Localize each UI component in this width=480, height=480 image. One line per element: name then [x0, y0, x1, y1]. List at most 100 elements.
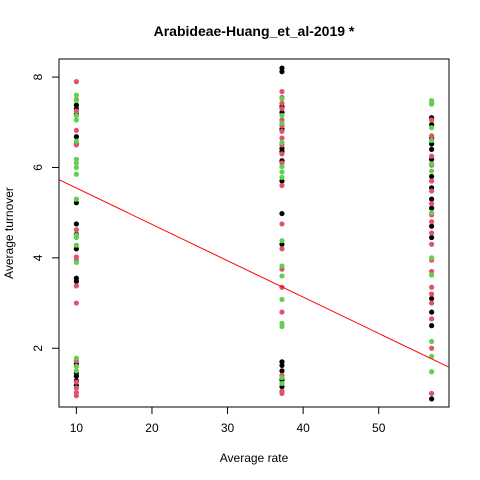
- y-tick-label: 2: [31, 345, 45, 352]
- data-point: [429, 345, 435, 351]
- data-point: [429, 219, 435, 225]
- x-tick-label: 50: [372, 421, 386, 435]
- data-point: [279, 263, 285, 269]
- data-point: [279, 120, 285, 126]
- data-point: [429, 178, 435, 184]
- data-point: [73, 246, 79, 252]
- data-point: [279, 88, 285, 95]
- data-point: [429, 196, 435, 202]
- data-point: [429, 125, 435, 131]
- data-point: [429, 300, 435, 306]
- data-point: [73, 373, 79, 379]
- data-point: [73, 97, 79, 104]
- data-point: [279, 169, 285, 175]
- data-point: [429, 173, 435, 180]
- y-tick-label: 6: [31, 164, 45, 171]
- data-point: [73, 393, 79, 399]
- data-point: [279, 309, 285, 315]
- y-tick-label: 8: [31, 73, 45, 80]
- data-point: [73, 242, 79, 248]
- data-point: [279, 359, 285, 365]
- data-point: [429, 369, 435, 375]
- data-point: [429, 284, 435, 290]
- data-point: [429, 390, 435, 397]
- data-point: [429, 338, 435, 345]
- data-point: [279, 140, 285, 146]
- data-point: [279, 69, 285, 75]
- data-point: [73, 160, 79, 166]
- data-point: [73, 385, 79, 391]
- data-point: [279, 390, 285, 397]
- y-tick-label: 4: [31, 254, 45, 261]
- data-point: [73, 300, 79, 306]
- data-point: [429, 295, 435, 302]
- data-point: [73, 196, 79, 202]
- data-point: [73, 112, 79, 119]
- data-point: [279, 96, 285, 102]
- data-point: [279, 106, 285, 112]
- data-point: [279, 246, 285, 252]
- chart-title: Arabideae-Huang_et_al-2019 *: [154, 23, 355, 39]
- y-axis-label: Average turnover: [2, 187, 16, 279]
- data-point: [279, 221, 285, 227]
- data-point: [73, 355, 79, 361]
- data-point: [279, 112, 285, 119]
- data-point: [429, 291, 435, 297]
- data-point: [73, 171, 79, 177]
- data-point: [429, 141, 435, 147]
- data-point: [73, 92, 79, 98]
- data-point: [429, 97, 435, 104]
- data-point: [429, 146, 435, 152]
- data-point: [73, 117, 79, 123]
- data-point: [429, 101, 435, 107]
- x-axis-label: Average rate: [220, 451, 289, 465]
- data-point: [73, 283, 79, 289]
- data-point: [279, 380, 285, 387]
- data-point: [429, 137, 435, 143]
- data-point: [279, 182, 285, 189]
- data-point: [279, 163, 285, 170]
- data-point: [279, 135, 285, 141]
- data-point: [73, 134, 79, 140]
- data-point: [429, 153, 435, 159]
- y-axis: 2 4 6 8: [31, 73, 60, 352]
- data-point: [73, 221, 79, 227]
- data-point: [279, 128, 285, 134]
- data-point: [279, 238, 285, 244]
- data-point: [73, 79, 79, 85]
- data-point: [73, 156, 79, 162]
- data-point: [279, 210, 285, 217]
- data-point: [429, 210, 435, 216]
- data-point: [73, 108, 79, 114]
- data-point: [279, 151, 285, 157]
- data-point: [429, 268, 435, 275]
- x-axis: 10 20 30 40 50: [70, 406, 386, 435]
- regression-line: [58, 179, 450, 368]
- data-point: [429, 223, 435, 229]
- data-point: [279, 375, 285, 381]
- x-tick-label: 10: [70, 421, 84, 435]
- data-point: [279, 174, 285, 181]
- data-point: [429, 396, 435, 402]
- data-point: [279, 178, 285, 184]
- data-point: [429, 133, 435, 139]
- data-point: [429, 168, 435, 174]
- data-point: [279, 273, 285, 279]
- data-point: [73, 200, 79, 206]
- data-point: [429, 161, 435, 167]
- x-tick-label: 20: [145, 421, 159, 435]
- data-point: [73, 234, 79, 241]
- data-point: [429, 353, 435, 359]
- data-point: [73, 227, 79, 233]
- x-tick-label: 40: [296, 421, 310, 435]
- data-point: [429, 201, 435, 207]
- data-point: [73, 127, 79, 134]
- data-point: [73, 379, 79, 385]
- data-point: [73, 138, 79, 144]
- data-point: [73, 102, 79, 108]
- data-point: [73, 368, 79, 374]
- data-point: [279, 160, 285, 166]
- data-point: [429, 316, 435, 322]
- data-point: [429, 117, 435, 123]
